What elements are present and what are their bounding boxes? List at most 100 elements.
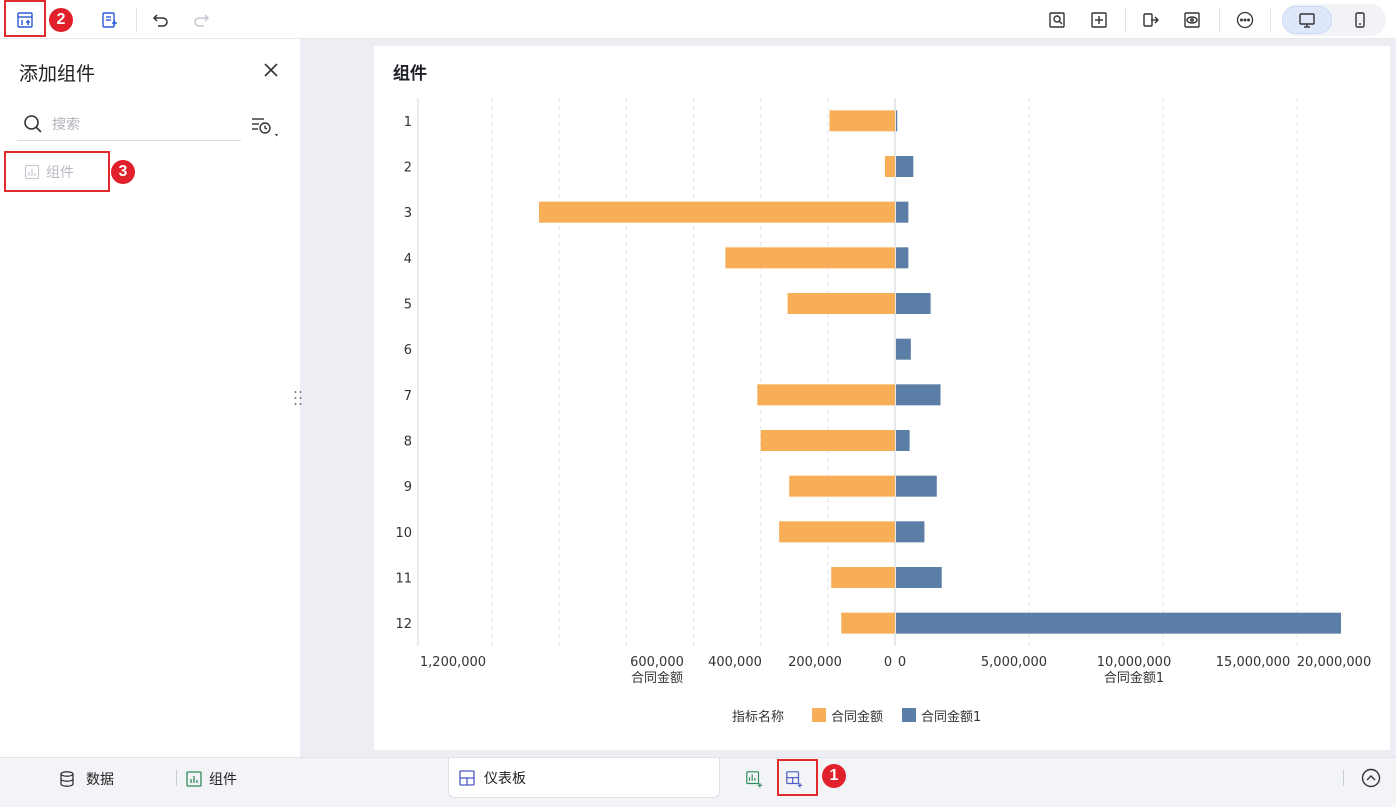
bar-合同金额1 xyxy=(896,612,1341,634)
component-tab-label: 组件 xyxy=(209,772,237,788)
bar-合同金额 xyxy=(760,430,895,451)
legend-label: 合同金额 xyxy=(831,709,883,725)
add-component-panel: 添加组件 组件 3 xyxy=(0,39,300,757)
y-tick-label: 11 xyxy=(395,572,412,587)
x-tick-label: 0 xyxy=(898,655,906,670)
component-list-item[interactable]: 组件 xyxy=(4,151,110,192)
layout-icon[interactable] xyxy=(1085,6,1113,34)
undo-icon[interactable] xyxy=(147,6,175,34)
toolbar-divider xyxy=(136,8,137,32)
highlight-box-2 xyxy=(4,0,46,37)
y-tick-label: 4 xyxy=(404,252,412,267)
step-badge-2: 2 xyxy=(49,8,73,32)
bar-合同金额 xyxy=(787,293,895,314)
bottom-divider xyxy=(176,770,177,786)
component-item-label: 组件 xyxy=(46,164,74,181)
database-icon xyxy=(60,771,74,787)
component-tab[interactable]: 组件 xyxy=(185,768,237,790)
y-tick-label: 9 xyxy=(404,480,412,495)
chart-component-card[interactable]: 组件 1 2 3 4 5 6 7 8 9 10 11 12 1,200,000 600,000 400,00… xyxy=(374,46,1390,750)
bar-合同金额1 xyxy=(896,475,937,497)
bar-chart-icon xyxy=(24,164,40,179)
panel-resize-handle[interactable] xyxy=(293,389,303,407)
step-badge-1: 1 xyxy=(822,764,846,788)
highlight-box-1 xyxy=(777,759,818,796)
x-tick-label: 15,000,000 xyxy=(1216,655,1290,670)
x-tick-label: 600,000 xyxy=(630,655,684,670)
bar-合同金额 xyxy=(725,247,895,269)
data-tab[interactable]: 数据 xyxy=(58,768,114,790)
y-tick-label: 8 xyxy=(404,435,412,450)
dashboard-icon xyxy=(459,769,475,786)
y-tick-label: 5 xyxy=(404,298,412,313)
x-tick-label: 1,200,000 xyxy=(420,655,486,670)
search-box xyxy=(17,109,241,141)
bar-合同金额1 xyxy=(896,201,909,223)
bar-合同金额1 xyxy=(896,567,942,588)
panel-title: 添加组件 xyxy=(19,63,96,85)
collapse-icon[interactable] xyxy=(1360,767,1382,789)
x-axis-title-right: 合同金额1 xyxy=(1104,670,1164,686)
sort-filter-icon[interactable] xyxy=(250,113,282,139)
x-tick-label: 5,000,000 xyxy=(981,655,1047,670)
search-input[interactable] xyxy=(52,113,232,137)
y-tick-label: 1 xyxy=(404,115,412,130)
bar-合同金额 xyxy=(757,384,895,406)
bottom-divider xyxy=(1343,770,1344,786)
bar-合同金额 xyxy=(829,110,895,132)
toolbar-divider xyxy=(1270,8,1271,32)
bar-合同金额 xyxy=(539,201,895,223)
y-tick-label: 6 xyxy=(404,343,412,358)
view-icon[interactable] xyxy=(1178,6,1206,34)
add-component-page-icon[interactable] xyxy=(745,768,773,790)
more-icon[interactable] xyxy=(1231,6,1259,34)
toolbar-divider xyxy=(1125,8,1126,32)
add-filter-icon[interactable] xyxy=(95,6,123,34)
bar-合同金额 xyxy=(884,156,895,177)
desktop-icon[interactable] xyxy=(1282,6,1332,34)
dashboard-tab-label: 仪表板 xyxy=(484,770,526,787)
y-tick-label: 10 xyxy=(395,526,412,541)
bottom-bar: 数据 组件 仪表板 1 xyxy=(0,757,1396,807)
device-toggle xyxy=(1282,4,1386,36)
add-component-icon[interactable] xyxy=(11,6,39,34)
top-toolbar: 2 xyxy=(0,0,1396,39)
x-axis-title-left: 合同金额 xyxy=(631,670,683,686)
bar-合同金额 xyxy=(779,521,895,543)
y-tick-label: 2 xyxy=(404,161,412,176)
bar-合同金额1 xyxy=(896,338,911,360)
bar-合同金额1 xyxy=(896,293,931,314)
x-tick-label: 0 xyxy=(884,655,892,670)
legend-label: 合同金额1 xyxy=(921,709,981,725)
y-tick-label: 7 xyxy=(404,389,412,404)
legend-title: 指标名称 xyxy=(732,709,784,725)
x-tick-label: 200,000 xyxy=(788,655,842,670)
card-title: 组件 xyxy=(393,64,427,84)
bar-合同金额1 xyxy=(896,384,941,406)
add-dashboard-icon[interactable] xyxy=(785,768,813,790)
bar-合同金额1 xyxy=(896,156,914,177)
bar-合同金额1 xyxy=(896,110,898,132)
x-tick-label: 10,000,000 xyxy=(1097,655,1171,670)
preview-icon[interactable] xyxy=(1043,6,1071,34)
bar-chart-icon xyxy=(186,771,202,787)
data-tab-label: 数据 xyxy=(86,772,114,788)
close-icon[interactable] xyxy=(260,59,282,81)
bar-合同金额 xyxy=(841,612,895,634)
bar-合同金额1 xyxy=(896,247,909,269)
x-tick-label: 20,000,000 xyxy=(1297,655,1371,670)
toolbar-divider xyxy=(1219,8,1220,32)
y-tick-label: 3 xyxy=(404,206,412,221)
redo-icon[interactable] xyxy=(187,6,215,34)
legend-swatch xyxy=(812,708,826,722)
bar-合同金额1 xyxy=(896,430,910,451)
legend-swatch xyxy=(902,708,916,722)
step-badge-3: 3 xyxy=(111,160,135,184)
y-tick-label: 12 xyxy=(395,617,412,632)
x-tick-label: 400,000 xyxy=(708,655,762,670)
export-icon[interactable] xyxy=(1137,6,1165,34)
bar-合同金额1 xyxy=(896,521,925,543)
mobile-icon[interactable] xyxy=(1335,6,1385,34)
dashboard-tab[interactable]: 仪表板 xyxy=(448,758,720,798)
